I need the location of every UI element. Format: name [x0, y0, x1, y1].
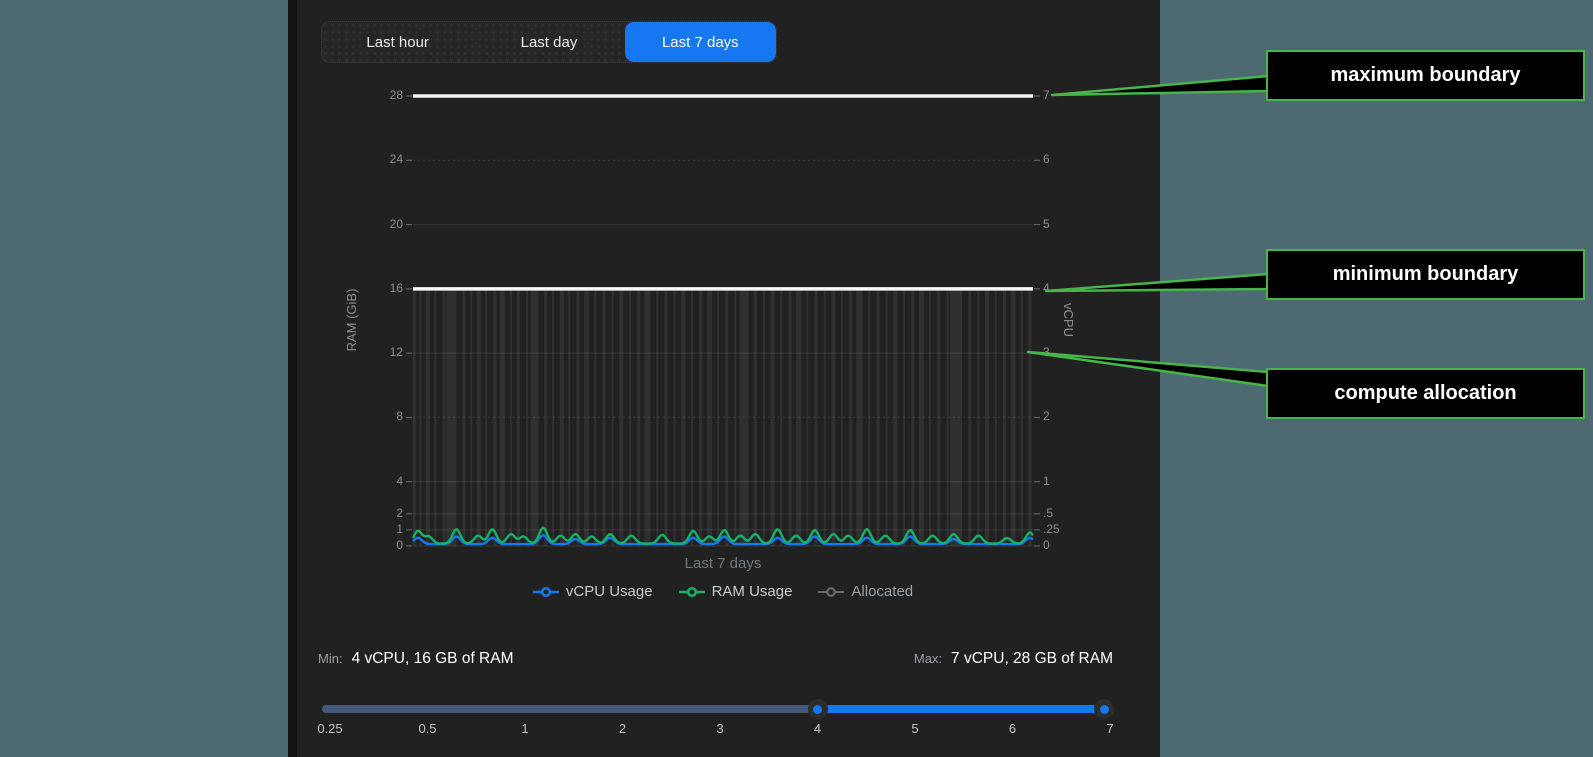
slider-tick-label: 5 — [911, 721, 919, 736]
compute-settings-panel — [288, 0, 1160, 757]
ram-usage-line-icon — [678, 586, 705, 597]
legend-label: vCPU Usage — [565, 583, 653, 600]
vcpu-usage-line-icon — [532, 586, 559, 597]
y-left-tick-label: 0 — [396, 538, 403, 552]
slider-tick-label: 3 — [716, 721, 724, 736]
y-left-tick-label: 8 — [396, 409, 403, 424]
legend-item-vcpu-usage[interactable]: vCPU Usage — [532, 583, 653, 600]
y-left-tick-label: 16 — [389, 280, 403, 295]
y-left-tick-label: 2 — [396, 505, 403, 520]
slider-handle-max[interactable] — [1094, 699, 1114, 719]
y-axis-left-title: RAM (GiB) — [344, 288, 359, 352]
y-right-tick-label: 6 — [1043, 152, 1050, 167]
x-axis-label: Last 7 days — [684, 555, 762, 572]
compute-range-slider-track[interactable] — [322, 705, 1108, 713]
allocated-line-icon — [818, 586, 845, 597]
callout-compute-allocation: compute allocation — [1266, 368, 1585, 419]
slider-tick-label: 1 — [521, 721, 529, 736]
y-right-tick-label: .5 — [1043, 505, 1054, 520]
slider-tick-label: 0.25 — [317, 721, 343, 736]
y-left-tick-label: 4 — [396, 473, 403, 488]
tab-last-7-days[interactable]: Last 7 days — [624, 22, 776, 62]
slider-tick-label: 4 — [813, 721, 822, 736]
y-left-tick-label: 24 — [389, 152, 403, 167]
min-summary: Min: 4 vCPU, 16 GB of RAM — [318, 650, 514, 668]
chart-legend: vCPU Usage RAM Usage Allocated — [413, 583, 1033, 600]
compute-range-slider-active-segment[interactable] — [817, 705, 1104, 713]
max-label: Max: — [913, 651, 943, 666]
y-right-tick-label: .25 — [1043, 521, 1060, 536]
legend-label: Allocated — [851, 583, 914, 600]
y-right-tick-label: 1 — [1043, 473, 1050, 488]
tab-last-day[interactable]: Last day — [520, 33, 578, 51]
slider-tick-label: 6 — [1008, 721, 1017, 736]
y-right-tick-label: 5 — [1043, 216, 1050, 231]
legend-item-allocated[interactable]: Allocated — [818, 583, 913, 600]
tab-last-hour[interactable]: Last hour — [366, 33, 429, 51]
time-range-tabs: Last hour Last day Last 7 days — [321, 21, 777, 63]
y-right-tick-label: 7 — [1043, 88, 1050, 102]
max-summary: Max: 7 vCPU, 28 GB of RAM — [914, 650, 1113, 668]
slider-tick-label: 0.5 — [418, 721, 437, 736]
slider-tick-label: 7 — [1106, 721, 1114, 736]
legend-item-ram-usage[interactable]: RAM Usage — [678, 583, 793, 600]
y-axis-right-title: vCPU — [1061, 303, 1076, 337]
y-right-tick-label: 2 — [1043, 409, 1050, 424]
y-left-tick-label: 12 — [389, 345, 403, 360]
callout-minimum-boundary: minimum boundary — [1266, 249, 1585, 300]
y-right-tick-label: 0 — [1043, 538, 1050, 552]
slider-handle-min[interactable] — [807, 699, 828, 719]
compute-range-summary: Min: 4 vCPU, 16 GB of RAM Max: 7 vCPU, 2… — [318, 650, 1113, 668]
callout-maximum-boundary: maximum boundary — [1266, 50, 1585, 101]
y-left-tick-label: 20 — [389, 216, 403, 231]
max-value: 7 vCPU, 28 GB of RAM — [951, 650, 1113, 667]
panel-left-edge — [288, 0, 297, 757]
y-left-tick-label: 28 — [389, 88, 403, 102]
legend-label: RAM Usage — [711, 583, 793, 600]
min-value: 4 vCPU, 16 GB of RAM — [351, 650, 514, 667]
slider-tick-label: 2 — [618, 721, 627, 736]
min-label: Min: — [318, 651, 343, 666]
y-left-tick-label: 1 — [396, 521, 403, 536]
